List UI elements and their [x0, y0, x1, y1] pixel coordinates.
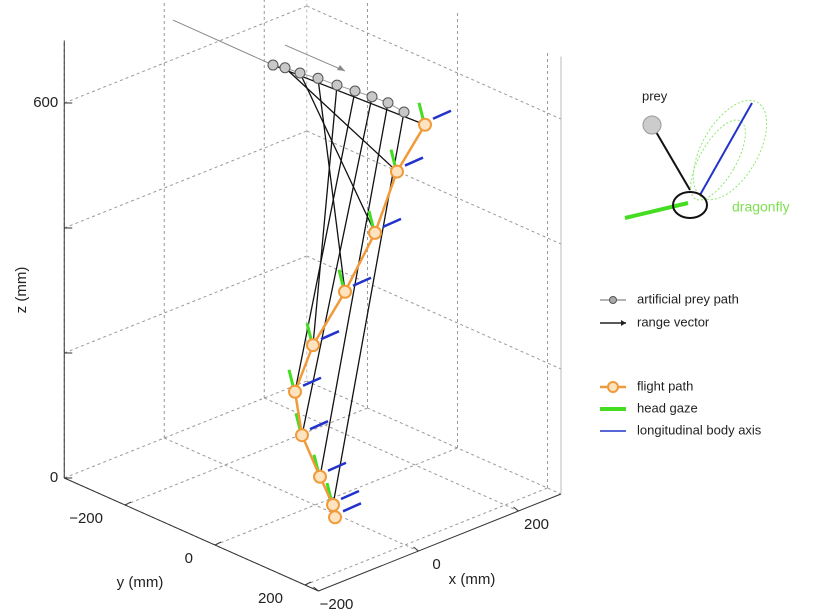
z-axis-label: z (mm)	[13, 267, 30, 314]
range-vector	[317, 78, 346, 292]
legend-swatch	[607, 381, 619, 393]
legend-label: range vector	[637, 314, 710, 329]
inset-range	[651, 124, 691, 191]
inset-gaze	[624, 201, 689, 220]
range-vector	[319, 102, 389, 477]
inset: prey dragonfly	[624, 88, 790, 220]
grid-line	[306, 255, 562, 370]
body-axis	[309, 420, 329, 431]
grid-line	[306, 380, 562, 495]
head-gaze	[417, 102, 425, 120]
range-vector	[301, 96, 373, 436]
legend-label: head gaze	[637, 400, 698, 415]
legend-label: flight path	[637, 378, 693, 393]
body-axis	[342, 502, 362, 513]
data-point	[295, 428, 309, 443]
y-axis	[64, 477, 319, 592]
y-tick	[304, 581, 312, 586]
grid-line	[304, 487, 548, 586]
grid-line	[64, 380, 307, 479]
data-point	[398, 106, 410, 118]
range-vector	[294, 90, 356, 392]
y-tick-label: 0	[185, 550, 193, 567]
motion-arrowhead	[337, 65, 345, 72]
x-tick	[313, 586, 319, 592]
grid-line	[306, 130, 562, 245]
x-tick-label: −200	[320, 596, 354, 613]
x-tick	[513, 506, 519, 512]
data-point	[267, 59, 279, 71]
data-point	[326, 497, 340, 512]
series-line	[293, 124, 427, 518]
grid-line	[306, 5, 562, 120]
grid-line	[124, 407, 368, 506]
legend-swatch	[609, 296, 617, 304]
legend-label: artificial prey path	[637, 291, 739, 306]
data-point	[312, 72, 324, 84]
body-axis	[432, 109, 452, 120]
inset-wings	[690, 119, 746, 201]
data-point	[368, 225, 382, 240]
grid-line	[64, 255, 307, 354]
inset-head	[672, 191, 708, 219]
legend-swatch	[621, 320, 626, 326]
data-point	[294, 67, 306, 79]
body-axis	[404, 156, 424, 167]
range-vector	[299, 72, 376, 234]
x-tick-label: 0	[432, 556, 440, 573]
x-tick-label: 200	[524, 516, 549, 533]
grid-line	[164, 437, 419, 552]
head-gaze	[367, 210, 375, 228]
y-tick-label: 200	[258, 590, 283, 607]
y-tick	[214, 541, 222, 546]
x-axis	[318, 493, 562, 592]
data-point	[328, 510, 342, 525]
grid-line	[264, 397, 519, 512]
grid-line	[214, 447, 458, 546]
body-axis	[320, 330, 340, 341]
data-point	[366, 91, 378, 103]
range-vector	[312, 85, 338, 346]
legend: artificial prey path range vector flight p…	[600, 291, 762, 437]
data-point	[349, 85, 361, 97]
range-vector	[332, 111, 405, 506]
body-axis	[352, 276, 372, 287]
body-axis	[340, 489, 360, 501]
head-gaze	[337, 269, 345, 287]
x-tick	[413, 546, 419, 552]
inset-wings	[692, 99, 768, 201]
grid-line	[64, 130, 307, 229]
head-gaze	[389, 149, 397, 166]
data-point	[331, 79, 343, 91]
inset-label: prey	[642, 88, 668, 103]
inset-prey	[642, 115, 662, 135]
data-point	[313, 469, 327, 484]
data-point	[288, 384, 302, 399]
z-tick-label: 600	[33, 94, 58, 111]
body-axis	[327, 461, 347, 472]
data-point	[306, 338, 320, 353]
legend-label: longitudinal body axis	[637, 422, 762, 437]
head-gaze	[294, 412, 302, 430]
data-point	[390, 164, 404, 179]
y-tick	[124, 501, 132, 506]
y-axis-label: y (mm)	[117, 574, 164, 591]
inset-body-axis	[699, 102, 753, 196]
data-point	[279, 62, 291, 74]
y-tick-label: −200	[69, 510, 103, 527]
prey-trace	[172, 19, 274, 66]
data-point	[418, 117, 432, 132]
grid-line	[64, 5, 307, 104]
data-point	[338, 284, 352, 299]
data-point	[382, 97, 394, 109]
body-axis	[302, 376, 322, 387]
inset-label: dragonfly	[732, 199, 790, 215]
body-axis	[382, 217, 402, 229]
motion-arrow	[284, 44, 346, 72]
z-tick-label: 0	[50, 469, 58, 486]
x-axis-label: x (mm)	[449, 571, 496, 588]
head-gaze	[287, 369, 295, 387]
head-gaze	[305, 322, 313, 340]
